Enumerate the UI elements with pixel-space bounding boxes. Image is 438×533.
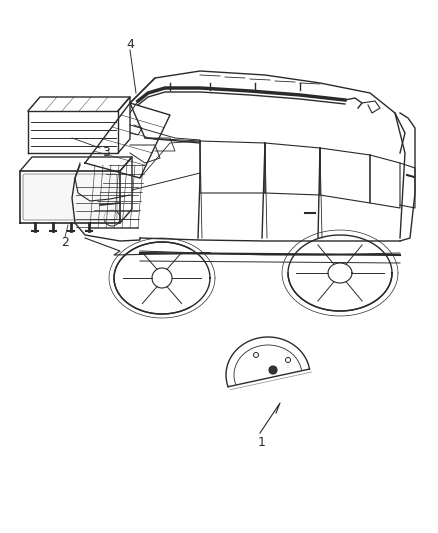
Circle shape xyxy=(104,210,120,226)
FancyBboxPatch shape xyxy=(23,174,117,220)
Circle shape xyxy=(286,358,290,362)
Circle shape xyxy=(269,366,277,374)
Circle shape xyxy=(152,268,172,288)
Text: 3: 3 xyxy=(102,147,110,159)
Circle shape xyxy=(254,352,258,358)
Text: 1: 1 xyxy=(258,437,266,449)
Text: 4: 4 xyxy=(126,38,134,52)
Text: 2: 2 xyxy=(61,237,69,249)
